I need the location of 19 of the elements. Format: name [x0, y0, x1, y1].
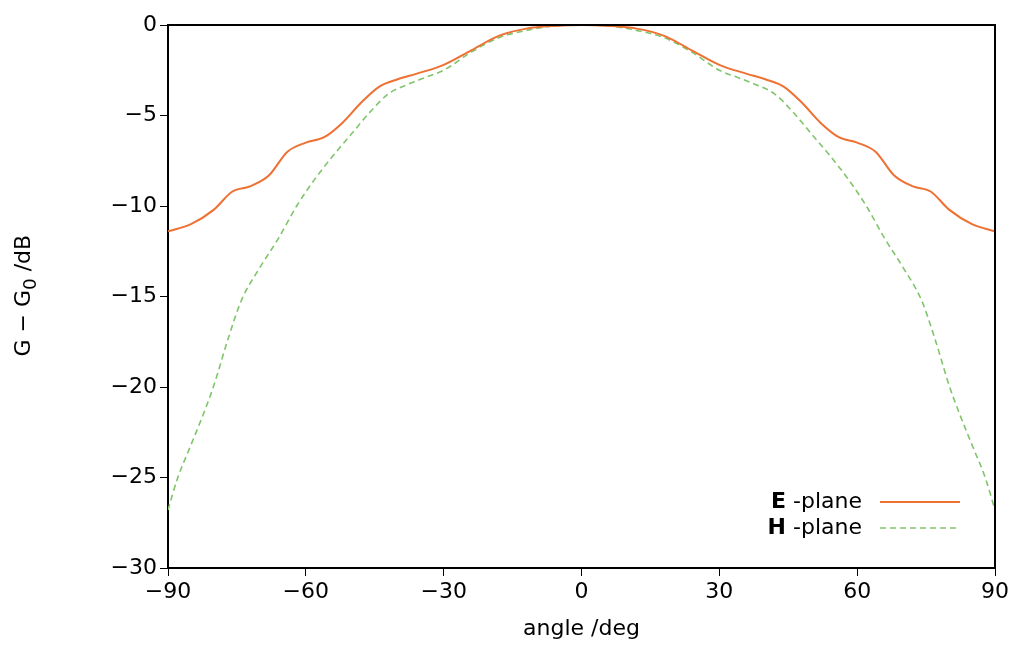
- x-tick-label: 90: [981, 577, 1009, 603]
- x-tick-label: 60: [843, 577, 872, 603]
- line-series: [168, 25, 995, 511]
- y-tick-label: −30: [110, 553, 157, 579]
- y-tick-label: 0: [143, 10, 157, 36]
- y-tick-label: −25: [110, 463, 157, 489]
- x-tick-label: −90: [144, 577, 192, 603]
- x-tick-label: 30: [705, 577, 734, 603]
- x-tick-label: 0: [574, 577, 589, 603]
- y-tick-label: −10: [110, 191, 157, 217]
- y-tick-label: −5: [124, 101, 157, 127]
- x-tick-label: −30: [420, 577, 467, 603]
- y-tick-label: −20: [110, 372, 157, 398]
- line-series: [168, 25, 995, 233]
- y-tick-label: −15: [110, 282, 157, 308]
- legend-label: H -plane: [767, 513, 862, 539]
- x-tick-label: −60: [282, 577, 330, 603]
- legend-label: E -plane: [771, 487, 862, 513]
- x-axis-title: angle /deg: [522, 615, 641, 640]
